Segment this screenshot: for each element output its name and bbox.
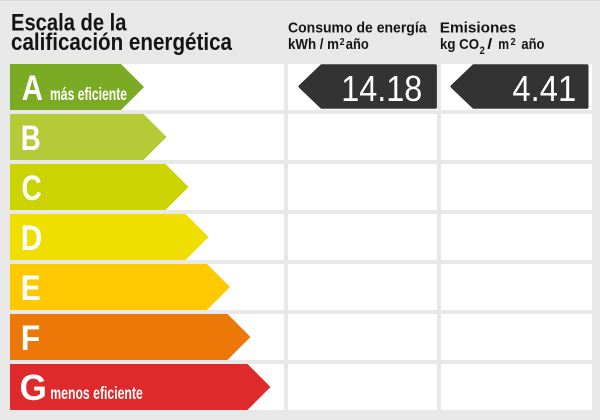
svg-text:año: año [346,36,369,53]
svg-text:A: A [22,69,43,108]
svg-text:Escala de la: Escala de la [11,10,127,37]
svg-text:menos eficiente: menos eficiente [50,383,143,403]
svg-text:F: F [21,319,41,358]
svg-text:año: año [521,36,544,53]
svg-text:E: E [21,269,41,308]
svg-text:14.18: 14.18 [341,68,422,109]
svg-text:2: 2 [511,36,516,48]
svg-text:G: G [20,367,47,408]
svg-text:/: / [487,36,493,53]
svg-text:2: 2 [340,37,345,48]
svg-text:kWh / m: kWh / m [288,36,339,53]
svg-text:C: C [22,169,42,208]
svg-text:calificación energética: calificación energética [11,29,233,56]
svg-text:kg CO: kg CO [440,36,479,53]
svg-text:Emisiones: Emisiones [440,19,517,36]
svg-text:4.41: 4.41 [512,68,576,109]
svg-text:m: m [498,36,509,53]
svg-text:más eficiente: más eficiente [50,84,127,104]
svg-text:Consumo de energía: Consumo de energía [288,20,427,37]
svg-text:D: D [21,219,43,258]
svg-text:2: 2 [480,45,485,57]
svg-text:B: B [21,119,41,158]
